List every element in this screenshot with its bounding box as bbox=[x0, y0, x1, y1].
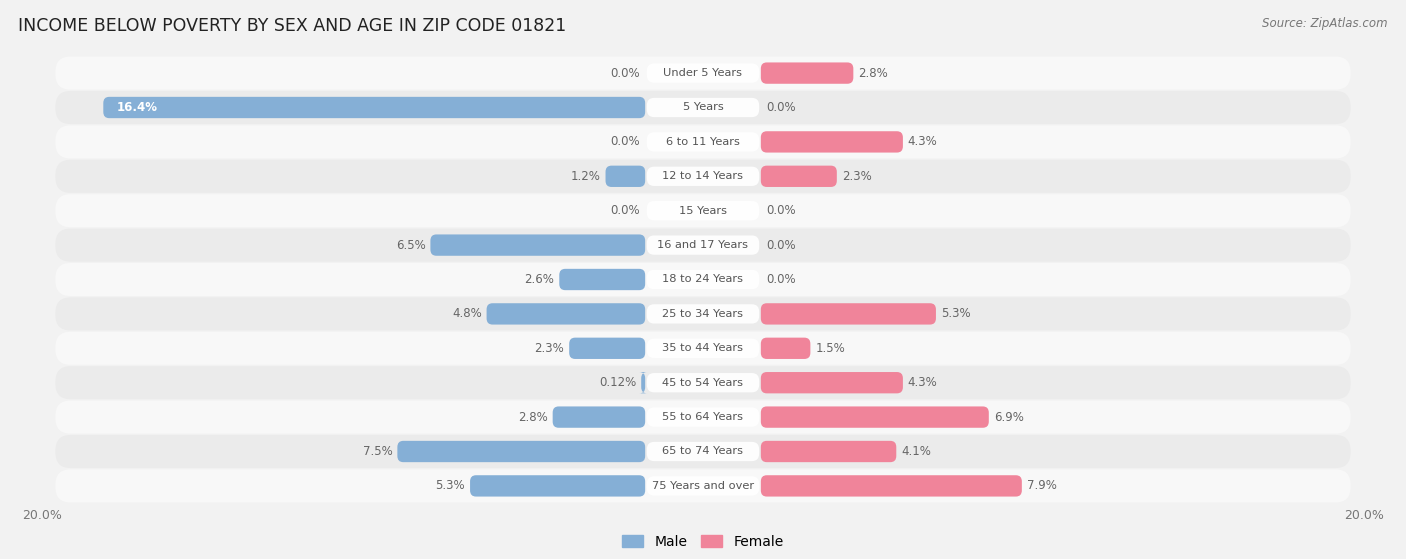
Text: INCOME BELOW POVERTY BY SEX AND AGE IN ZIP CODE 01821: INCOME BELOW POVERTY BY SEX AND AGE IN Z… bbox=[18, 17, 567, 35]
Text: 6.9%: 6.9% bbox=[994, 411, 1024, 424]
FancyBboxPatch shape bbox=[647, 304, 759, 324]
FancyBboxPatch shape bbox=[647, 64, 759, 83]
Text: 55 to 64 Years: 55 to 64 Years bbox=[662, 412, 744, 422]
FancyBboxPatch shape bbox=[647, 339, 759, 358]
FancyBboxPatch shape bbox=[647, 167, 759, 186]
FancyBboxPatch shape bbox=[55, 470, 1351, 503]
FancyBboxPatch shape bbox=[55, 366, 1351, 399]
FancyBboxPatch shape bbox=[647, 98, 759, 117]
Text: 75 Years and over: 75 Years and over bbox=[652, 481, 754, 491]
FancyBboxPatch shape bbox=[761, 475, 1022, 496]
FancyBboxPatch shape bbox=[647, 201, 759, 220]
FancyBboxPatch shape bbox=[55, 401, 1351, 434]
FancyBboxPatch shape bbox=[761, 372, 903, 394]
Text: 0.0%: 0.0% bbox=[610, 135, 640, 148]
FancyBboxPatch shape bbox=[55, 332, 1351, 365]
Text: 16 and 17 Years: 16 and 17 Years bbox=[658, 240, 748, 250]
FancyBboxPatch shape bbox=[640, 372, 647, 394]
FancyBboxPatch shape bbox=[103, 97, 645, 118]
FancyBboxPatch shape bbox=[55, 91, 1351, 124]
Text: 12 to 14 Years: 12 to 14 Years bbox=[662, 171, 744, 181]
Text: 4.1%: 4.1% bbox=[901, 445, 931, 458]
Text: 0.0%: 0.0% bbox=[766, 101, 796, 114]
FancyBboxPatch shape bbox=[761, 131, 903, 153]
Text: 4.3%: 4.3% bbox=[908, 376, 938, 389]
FancyBboxPatch shape bbox=[761, 165, 837, 187]
FancyBboxPatch shape bbox=[55, 263, 1351, 296]
Text: Source: ZipAtlas.com: Source: ZipAtlas.com bbox=[1263, 17, 1388, 30]
Text: 2.3%: 2.3% bbox=[842, 170, 872, 183]
Text: 4.3%: 4.3% bbox=[908, 135, 938, 148]
Text: 5 Years: 5 Years bbox=[683, 102, 723, 112]
FancyBboxPatch shape bbox=[430, 234, 645, 256]
Text: 2.8%: 2.8% bbox=[517, 411, 548, 424]
FancyBboxPatch shape bbox=[647, 476, 759, 495]
FancyBboxPatch shape bbox=[761, 63, 853, 84]
Text: Under 5 Years: Under 5 Years bbox=[664, 68, 742, 78]
Text: 25 to 34 Years: 25 to 34 Years bbox=[662, 309, 744, 319]
Text: 2.6%: 2.6% bbox=[524, 273, 554, 286]
FancyBboxPatch shape bbox=[553, 406, 645, 428]
Text: 2.8%: 2.8% bbox=[858, 67, 889, 79]
FancyBboxPatch shape bbox=[647, 270, 759, 289]
Text: 15 Years: 15 Years bbox=[679, 206, 727, 216]
FancyBboxPatch shape bbox=[647, 442, 759, 461]
FancyBboxPatch shape bbox=[761, 338, 810, 359]
Text: 18 to 24 Years: 18 to 24 Years bbox=[662, 274, 744, 285]
FancyBboxPatch shape bbox=[470, 475, 645, 496]
FancyBboxPatch shape bbox=[647, 408, 759, 427]
Text: 4.8%: 4.8% bbox=[451, 307, 482, 320]
Text: 0.12%: 0.12% bbox=[599, 376, 637, 389]
Text: 5.3%: 5.3% bbox=[941, 307, 970, 320]
Text: 35 to 44 Years: 35 to 44 Years bbox=[662, 343, 744, 353]
FancyBboxPatch shape bbox=[606, 165, 645, 187]
Text: 2.3%: 2.3% bbox=[534, 342, 564, 355]
Text: 0.0%: 0.0% bbox=[610, 204, 640, 217]
Text: 7.9%: 7.9% bbox=[1026, 480, 1057, 492]
Text: 6.5%: 6.5% bbox=[395, 239, 426, 252]
Text: 16.4%: 16.4% bbox=[117, 101, 157, 114]
Text: 0.0%: 0.0% bbox=[766, 239, 796, 252]
FancyBboxPatch shape bbox=[55, 297, 1351, 330]
FancyBboxPatch shape bbox=[647, 132, 759, 151]
Text: 1.5%: 1.5% bbox=[815, 342, 845, 355]
FancyBboxPatch shape bbox=[55, 125, 1351, 158]
Text: 7.5%: 7.5% bbox=[363, 445, 392, 458]
FancyBboxPatch shape bbox=[647, 235, 759, 255]
FancyBboxPatch shape bbox=[55, 160, 1351, 193]
FancyBboxPatch shape bbox=[761, 406, 988, 428]
Text: 5.3%: 5.3% bbox=[436, 480, 465, 492]
FancyBboxPatch shape bbox=[569, 338, 645, 359]
FancyBboxPatch shape bbox=[761, 441, 896, 462]
FancyBboxPatch shape bbox=[560, 269, 645, 290]
Text: 0.0%: 0.0% bbox=[766, 204, 796, 217]
FancyBboxPatch shape bbox=[398, 441, 645, 462]
Text: 1.2%: 1.2% bbox=[571, 170, 600, 183]
FancyBboxPatch shape bbox=[55, 56, 1351, 89]
Text: 0.0%: 0.0% bbox=[766, 273, 796, 286]
Legend: Male, Female: Male, Female bbox=[617, 529, 789, 555]
Text: 65 to 74 Years: 65 to 74 Years bbox=[662, 447, 744, 457]
Text: 0.0%: 0.0% bbox=[610, 67, 640, 79]
FancyBboxPatch shape bbox=[55, 229, 1351, 262]
FancyBboxPatch shape bbox=[761, 303, 936, 325]
FancyBboxPatch shape bbox=[55, 194, 1351, 227]
FancyBboxPatch shape bbox=[647, 373, 759, 392]
FancyBboxPatch shape bbox=[55, 435, 1351, 468]
Text: 6 to 11 Years: 6 to 11 Years bbox=[666, 137, 740, 147]
Text: 45 to 54 Years: 45 to 54 Years bbox=[662, 378, 744, 388]
FancyBboxPatch shape bbox=[486, 303, 645, 325]
